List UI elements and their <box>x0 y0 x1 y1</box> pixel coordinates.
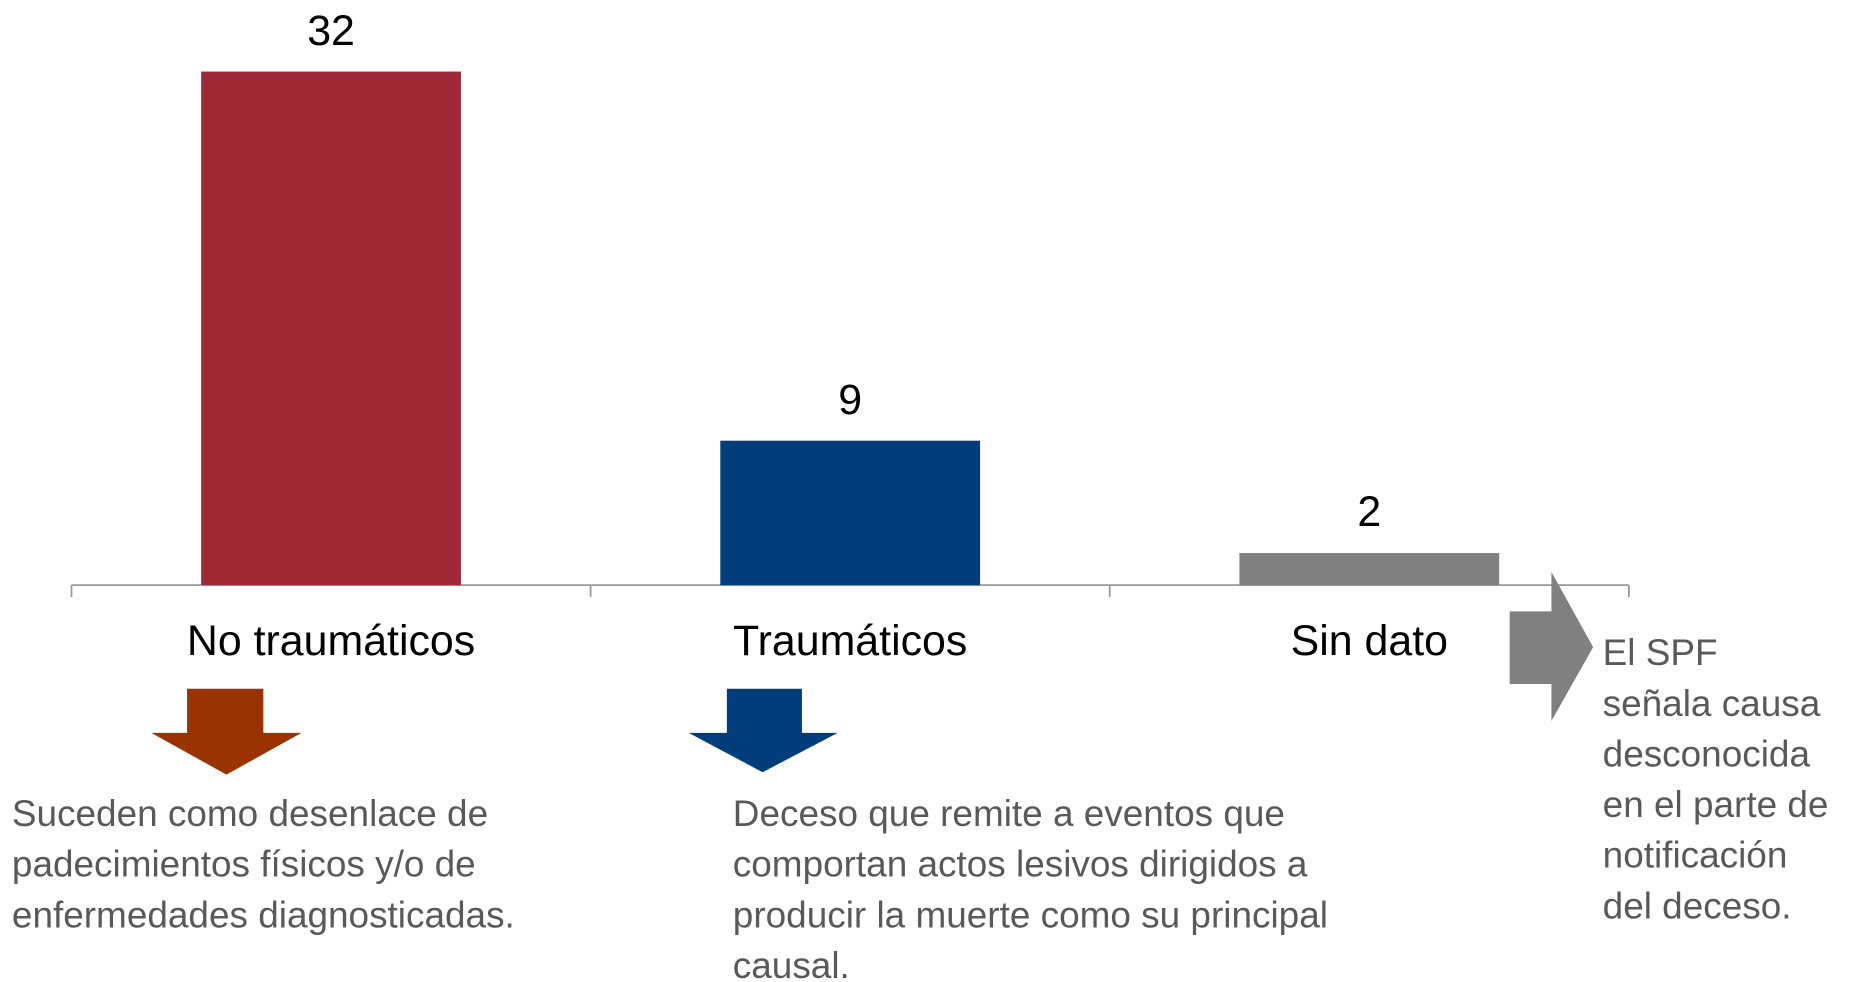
bar <box>1239 553 1500 586</box>
x-tick-label: No traumáticos <box>187 617 475 665</box>
x-tick-label: Traumáticos <box>733 617 967 665</box>
arrow <box>1509 572 1594 721</box>
bar <box>720 440 981 586</box>
x-tick-label: Sin dato <box>1291 617 1448 665</box>
annotation: padecimientos físicos y/o de <box>12 844 476 885</box>
annotation: comportan actos lesivos dirigidos a <box>733 844 1308 885</box>
bar <box>201 71 461 586</box>
annotation: en el parte de <box>1603 784 1829 825</box>
arrow <box>151 688 302 775</box>
annotation: enfermedades diagnosticadas. <box>12 894 515 935</box>
annotation: desconocida <box>1603 733 1811 774</box>
value-label: 2 <box>1357 488 1381 536</box>
annotation: Suceden como desenlace de <box>12 793 488 834</box>
value-label: 32 <box>307 7 355 55</box>
arrow <box>688 688 838 773</box>
annotation: Deceso que remite a eventos que <box>733 793 1285 834</box>
value-label: 9 <box>838 376 862 424</box>
annotation: causal. <box>733 945 850 982</box>
annotation: El SPF <box>1603 632 1718 673</box>
annotation: producir la muerte como su principal <box>733 894 1328 935</box>
annotation: del deceso. <box>1603 885 1792 926</box>
annotation: señala causa <box>1603 683 1821 724</box>
annotation: notificación <box>1603 835 1788 876</box>
